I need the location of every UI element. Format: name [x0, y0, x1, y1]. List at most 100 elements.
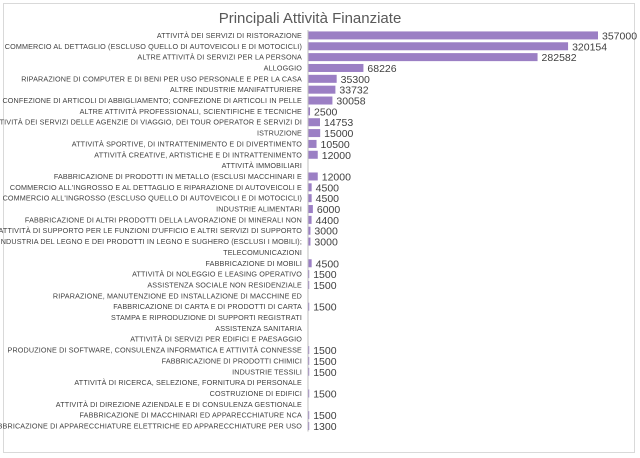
- category-label: ATTIVITÀ DEI SERVIZI DI RISTORAZIONE: [157, 31, 302, 40]
- category-label: INDUSTRIA DEL LEGNO E DEI PRODOTTI IN LE…: [0, 237, 302, 246]
- data-label: 4500: [316, 182, 340, 194]
- category-label: ALTRE ATTIVITÀ PROFESSIONALI, SCIENTIFIC…: [80, 107, 302, 116]
- data-label: 15000: [324, 128, 353, 140]
- category-label: ISTRUZIONE: [257, 129, 302, 138]
- category-label: INDUSTRIE ALIMENTARI: [216, 205, 302, 214]
- bar: [308, 172, 318, 181]
- data-label: 2500: [314, 106, 338, 118]
- bar: [308, 63, 364, 72]
- category-label: TELECOMUNICAZIONI: [223, 248, 302, 257]
- category-label: RIPARAZIONE, MANUTENZIONE ED INSTALLAZIO…: [53, 291, 302, 300]
- data-label: 1500: [313, 345, 337, 357]
- category-label: ALTRE INDUSTRIE MANIFATTURIERE: [170, 85, 302, 94]
- category-label: ATTIVITÀ DI SERVIZI PER EDIFICI E PAESAG…: [130, 335, 302, 344]
- data-label: 30058: [336, 96, 365, 108]
- data-label: 35300: [341, 74, 370, 86]
- bar: [308, 389, 310, 398]
- bars: [308, 31, 598, 431]
- category-label: INDUSTRIE TESSILI: [232, 367, 302, 376]
- category-label: ASSISTENZA SANITARIA: [215, 324, 302, 333]
- bar: [308, 31, 598, 40]
- bar: [308, 42, 569, 51]
- category-label: FABBRICAZIONE DI ALTRI PRODOTTI DELLA LA…: [25, 215, 302, 224]
- data-label: 1500: [313, 302, 337, 314]
- category-label: ATTIVITÀ DI SUPPORTO PER LE FUNZIONI D'U…: [0, 226, 302, 235]
- bar: [308, 226, 311, 235]
- category-label: ATTIVITÀ DI RICERCA, SELEZIONE, FORNITUR…: [74, 378, 302, 387]
- bar: [308, 74, 337, 83]
- category-label: COMMERCIO ALL'INGROSSO (ESCLUSO QUELLO D…: [3, 194, 302, 203]
- bar: [308, 302, 310, 311]
- bar: [308, 183, 312, 192]
- bar: [308, 237, 311, 246]
- category-label: COMMERCIO ALL'INGROSSO E AL DETTAGLIO E …: [10, 183, 302, 192]
- category-label: COSTRUZIONE DI EDIFICI: [210, 389, 302, 398]
- category-label: ASSISTENZA SOCIALE NON RESIDENZIALE: [147, 280, 302, 289]
- bar: [308, 259, 312, 268]
- category-label: COMMERCIO AL DETTAGLIO (ESCLUSO QUELLO D…: [5, 42, 302, 51]
- data-label: 1300: [313, 421, 337, 433]
- data-label: 3000: [314, 226, 338, 238]
- category-label: STAMPA E RIPRODUZIONE DI SUPPORTI REGIST…: [111, 313, 302, 322]
- category-label: ATTIVITÀ DI NOLEGGIO E LEASING OPERATIVO: [132, 270, 302, 279]
- data-label: 1500: [313, 410, 337, 422]
- category-label: ATTIVITÀ SPORTIVE, DI INTRATTENIMENTO E …: [72, 139, 303, 148]
- category-label: FABBRICAZIONE DI APPARECCHIATURE ELETTRI…: [0, 422, 302, 431]
- category-label: FABBRICAZIONE DI PRODOTTI IN METALLO (ES…: [54, 172, 302, 181]
- category-label: FABBRICAZIONE DI PRODOTTI CHIMICI: [162, 356, 302, 365]
- data-label: 10500: [321, 139, 350, 151]
- data-label: 14753: [324, 117, 353, 129]
- data-label: 3000: [314, 237, 338, 249]
- category-labels: ATTIVITÀ DEI SERVIZI DI RISTORAZIONE COMM…: [0, 31, 302, 431]
- data-label: 12000: [322, 150, 351, 162]
- data-label: 1500: [313, 356, 337, 368]
- data-label: 1500: [313, 280, 337, 292]
- category-label: ALTRE ATTIVITÀ DI SERVIZI PER LA PERSONA: [137, 53, 302, 62]
- bar: [308, 118, 320, 127]
- data-label: 282582: [542, 52, 577, 64]
- data-label: 357000: [602, 30, 637, 42]
- data-label: 68226: [367, 63, 396, 75]
- bar: [308, 194, 312, 203]
- data-label: 12000: [322, 171, 351, 183]
- bar: [308, 270, 310, 279]
- category-label: FABBRICAZIONE DI MOBILI: [205, 259, 302, 268]
- category-label: FABBRICAZIONE DI CARTA E DI PRODOTTI DI …: [113, 302, 302, 311]
- bar: [308, 53, 538, 62]
- category-label: ATTIVITÀ DEI SERVIZI DELLE AGENZIE DI VI…: [0, 118, 302, 127]
- bar: [308, 205, 313, 214]
- bar: [308, 411, 310, 420]
- chart-title: Principali Attività Finanziate: [219, 10, 402, 27]
- data-label: 4500: [316, 258, 340, 270]
- bar: [308, 150, 318, 159]
- bar: [308, 346, 310, 355]
- category-label: PRODUZIONE DI SOFTWARE, CONSULENZA INFOR…: [8, 346, 303, 355]
- bar: [308, 85, 336, 94]
- bar: [308, 107, 311, 116]
- bar: [308, 139, 317, 148]
- bar: [308, 356, 310, 365]
- category-label: ALLOGGIO: [264, 63, 303, 72]
- category-label: FABBRICAZIONE DI MACCHINARI ED APPARECCH…: [80, 411, 303, 420]
- data-label: 4400: [316, 215, 340, 227]
- category-label: ATTIVITÀ IMMOBILIARI: [222, 161, 302, 170]
- bar: [308, 96, 333, 105]
- data-label: 4500: [316, 193, 340, 205]
- category-label: ATTIVITÀ DI DIREZIONE AZIENDALE E DI CON…: [56, 400, 302, 409]
- category-label: RIPARAZIONE DI COMPUTER E DI BENI PER US…: [21, 74, 302, 83]
- category-label: CONFEZIONE DI ARTICOLI DI ABBIGLIAMENTO;…: [2, 96, 302, 105]
- data-label: 33732: [339, 85, 368, 97]
- bar: [308, 280, 310, 289]
- bar: [308, 367, 310, 376]
- data-label: 1500: [313, 367, 337, 379]
- data-label: 1500: [313, 269, 337, 281]
- bar: [308, 422, 310, 431]
- data-label: 320154: [572, 41, 607, 53]
- bar: [308, 129, 321, 138]
- data-label: 1500: [313, 388, 337, 400]
- data-label: 6000: [317, 204, 341, 216]
- category-label: ATTIVITÀ CREATIVE, ARTISTICHE E DI INTRA…: [94, 150, 302, 159]
- bar: [308, 215, 312, 224]
